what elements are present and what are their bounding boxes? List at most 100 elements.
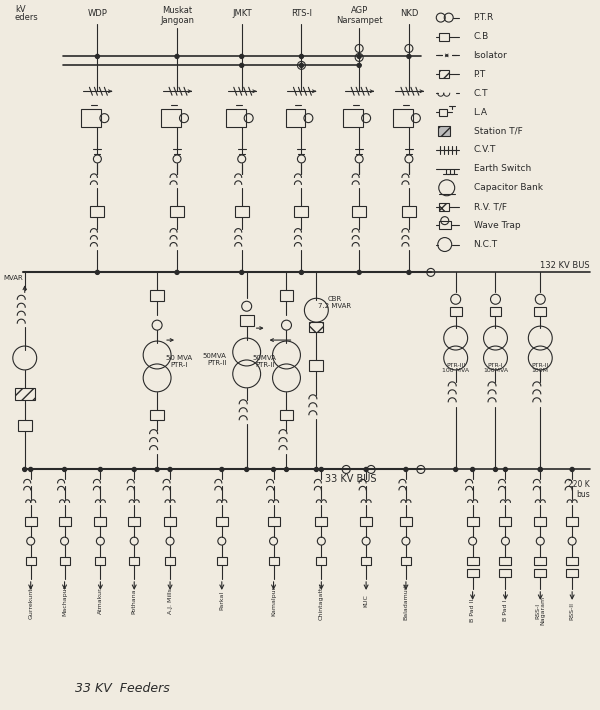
Bar — [240, 315, 254, 326]
Text: Kamalpur: Kamalpur — [271, 586, 276, 616]
Text: Baladamudi: Baladamudi — [403, 582, 409, 620]
Circle shape — [240, 55, 244, 58]
Text: Gurrekunta: Gurrekunta — [28, 583, 33, 618]
Text: Muskat
Jangoan: Muskat Jangoan — [160, 6, 194, 26]
Text: 50MVA
PTR-II: 50MVA PTR-II — [253, 356, 277, 368]
Circle shape — [494, 467, 497, 471]
Text: Chintagattu: Chintagattu — [319, 582, 324, 620]
Circle shape — [98, 467, 103, 471]
Circle shape — [240, 271, 244, 274]
Circle shape — [454, 467, 458, 471]
Bar — [25, 517, 37, 526]
Bar — [393, 109, 413, 127]
Text: KUC: KUC — [364, 594, 368, 607]
Text: 132 KV BUS: 132 KV BUS — [541, 261, 590, 270]
Text: kV: kV — [15, 5, 25, 14]
Text: CBR
7.2 MVAR: CBR 7.2 MVAR — [318, 296, 351, 309]
Text: C.T: C.T — [473, 89, 488, 98]
Bar — [128, 517, 140, 526]
Text: Wave Trap: Wave Trap — [473, 221, 520, 230]
Bar — [310, 322, 323, 332]
Text: Atmakur: Atmakur — [98, 587, 103, 614]
Bar — [402, 206, 416, 217]
Bar — [316, 557, 326, 565]
Text: 50MVA
PTR-II: 50MVA PTR-II — [203, 354, 227, 366]
Bar — [82, 109, 101, 127]
Text: Pothana: Pothana — [132, 588, 137, 613]
Circle shape — [314, 467, 319, 471]
Circle shape — [538, 467, 542, 471]
Bar — [129, 557, 139, 565]
Text: WDP: WDP — [88, 9, 107, 18]
Circle shape — [155, 467, 159, 471]
Bar — [439, 109, 447, 116]
Circle shape — [95, 271, 100, 274]
Text: PTR-I
100MVA: PTR-I 100MVA — [483, 363, 508, 373]
Bar — [566, 557, 578, 565]
Bar — [343, 109, 363, 127]
Bar — [535, 517, 546, 526]
Bar — [499, 517, 511, 526]
Bar — [361, 557, 371, 565]
Circle shape — [299, 63, 304, 67]
Circle shape — [357, 271, 361, 274]
Bar — [161, 109, 181, 127]
Bar — [499, 557, 511, 565]
Bar — [438, 126, 450, 136]
Text: 33 KV  Feeders: 33 KV Feeders — [75, 682, 170, 695]
Text: eders: eders — [15, 13, 38, 22]
Text: PTR-II
100M: PTR-II 100M — [532, 363, 549, 373]
Bar — [286, 109, 305, 127]
Circle shape — [299, 271, 304, 274]
Circle shape — [357, 63, 361, 67]
Circle shape — [319, 467, 323, 471]
Text: PTR-III
100 MVA: PTR-III 100 MVA — [442, 363, 469, 373]
Bar — [310, 360, 323, 371]
Bar — [295, 206, 308, 217]
Bar — [59, 557, 70, 565]
Bar — [216, 517, 228, 526]
Text: Isolator: Isolator — [473, 51, 508, 60]
Text: 220 K
bus: 220 K bus — [568, 480, 590, 499]
Bar — [268, 517, 280, 526]
Bar — [467, 569, 479, 577]
Bar — [226, 109, 245, 127]
Bar — [280, 410, 293, 420]
Bar — [235, 206, 248, 217]
Bar — [439, 203, 449, 211]
Bar — [535, 569, 546, 577]
Bar — [15, 388, 35, 400]
Text: C.B: C.B — [473, 32, 489, 41]
Text: Parkal: Parkal — [220, 591, 224, 611]
Circle shape — [299, 55, 304, 58]
Bar — [18, 420, 32, 431]
Bar — [170, 206, 184, 217]
Bar — [467, 557, 479, 565]
Circle shape — [538, 467, 542, 471]
Text: NKD: NKD — [400, 9, 418, 18]
Text: Capacitor Bank: Capacitor Bank — [473, 183, 542, 192]
Bar — [400, 517, 412, 526]
Bar — [95, 557, 106, 565]
Bar — [91, 206, 104, 217]
Bar — [164, 517, 176, 526]
Circle shape — [175, 55, 179, 58]
Text: RSS-II: RSS-II — [569, 602, 575, 620]
Bar — [280, 290, 293, 301]
Bar — [439, 70, 449, 78]
Bar — [269, 557, 278, 565]
Bar — [94, 517, 106, 526]
Text: Station T/F: Station T/F — [473, 126, 523, 136]
Text: P.T: P.T — [473, 70, 486, 79]
Text: B Pad I: B Pad I — [503, 600, 508, 621]
Bar — [439, 33, 449, 40]
Text: 33 KV BUS: 33 KV BUS — [325, 474, 377, 484]
Circle shape — [132, 467, 136, 471]
Text: C.V.T: C.V.T — [473, 146, 496, 155]
Bar — [535, 307, 546, 316]
Circle shape — [407, 55, 411, 58]
Bar — [566, 569, 578, 577]
Bar — [217, 557, 227, 565]
Circle shape — [23, 467, 27, 471]
Text: RSS-I
Nagaram: RSS-I Nagaram — [535, 596, 545, 626]
